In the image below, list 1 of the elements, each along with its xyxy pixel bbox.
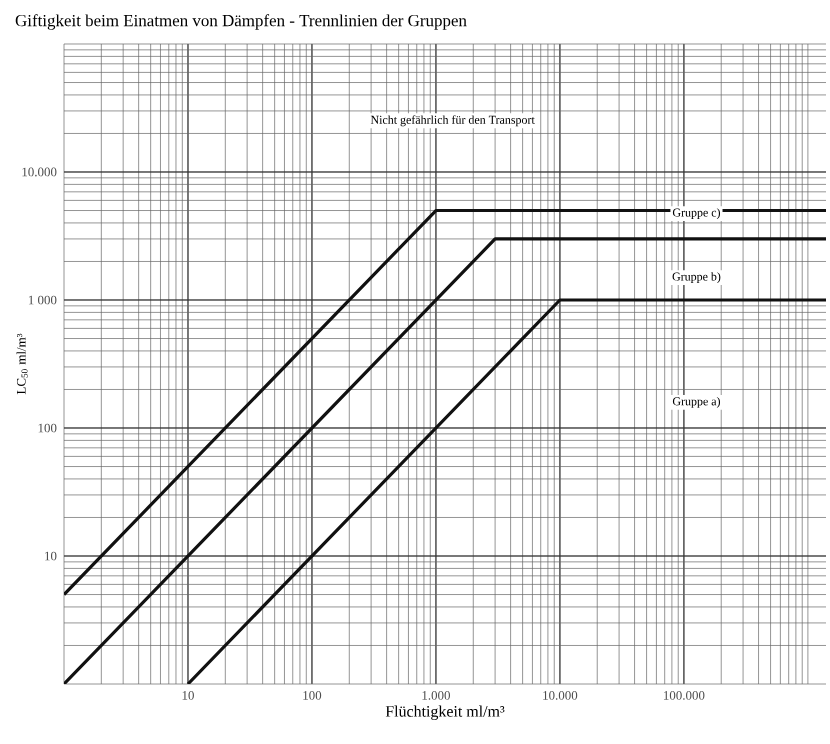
chart-title: Giftigkeit beim Einatmen von Dämpfen - Trennlinien der Gruppen: [15, 14, 467, 30]
